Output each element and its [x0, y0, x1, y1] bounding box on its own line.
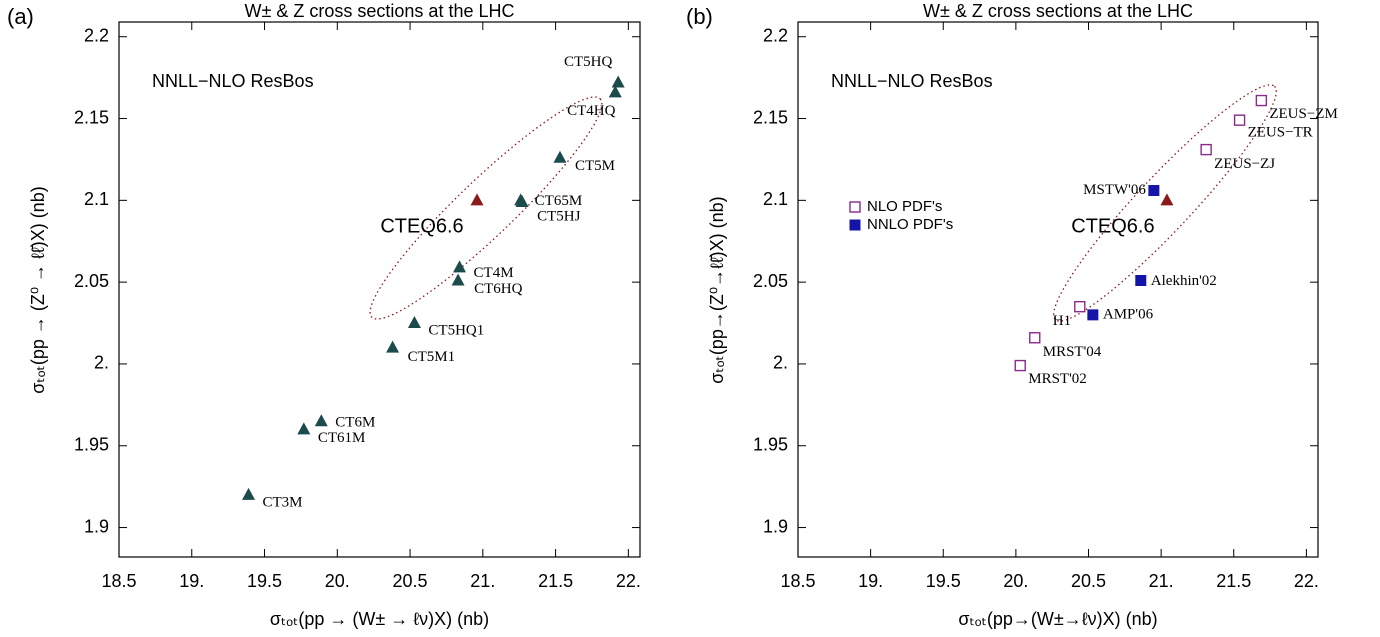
y-tick-label: 2.2 [763, 25, 788, 45]
y-tick-label: 2.05 [753, 271, 788, 291]
x-tick-label: 18.5 [780, 571, 815, 591]
panel-label: (b) [686, 4, 713, 29]
point [314, 414, 328, 427]
x-tick-label: 19. [858, 571, 883, 591]
y-tick-label: 1.9 [763, 516, 788, 536]
x-tick-label: 19. [179, 571, 204, 591]
point-label: MRST'02 [1028, 371, 1087, 387]
y-tick-label: 2.15 [74, 107, 109, 127]
point [453, 260, 467, 273]
point-label: CT4HQ [567, 103, 616, 119]
chart-title: W± & Z cross sections at the LHC [923, 1, 1193, 21]
y-tick-label: 2. [94, 353, 109, 373]
y-tick-label: 1.9 [84, 516, 109, 536]
point-label: CT5HQ [564, 54, 613, 70]
x-tick-label: 21. [470, 571, 495, 591]
x-tick-label: 22. [616, 571, 641, 591]
point [1160, 193, 1174, 206]
panel-label: (a) [7, 4, 34, 29]
point [1148, 185, 1160, 197]
legend-marker [849, 219, 861, 231]
point [608, 85, 622, 98]
point [1087, 309, 1099, 321]
annotation: NNLL−NLO ResBos [152, 71, 314, 91]
point-label: CTEQ6.6 [1071, 216, 1154, 238]
y-tick-label: 2.05 [74, 271, 109, 291]
point-label: ZEUS−ZJ [1214, 156, 1275, 172]
point [1135, 275, 1147, 287]
point-label: H1 [1053, 313, 1071, 329]
point-label: MRST'04 [1043, 344, 1102, 360]
y-tick-label: 2. [773, 353, 788, 373]
x-tick-label: 20.5 [393, 571, 428, 591]
point-label: CT6HQ [474, 281, 522, 297]
point [1014, 359, 1026, 372]
y-tick-label: 2.1 [763, 189, 788, 209]
panel: (b) W± & Z cross sections at the LHC NNLL−… [686, 1, 1338, 629]
y-tick-label: 2.2 [84, 25, 109, 45]
x-tick-label: 20. [1003, 571, 1028, 591]
point [386, 340, 400, 353]
point-label: CT5M [575, 158, 615, 174]
point [1255, 94, 1268, 107]
x-tick-label: 21.5 [538, 571, 573, 591]
x-axis-label: σₜₒₜ(pp → (W± → ℓν)X) (nb) [270, 609, 489, 629]
x-axis-label: σₜₒₜ(pp→(W±→ℓν)X) (nb) [958, 609, 1157, 629]
point-label: CTEQ6.6 [380, 216, 463, 238]
y-axis-label: σₜₒₜ(pp→(Z⁰→ℓℓ̄)X) (nb) [707, 196, 727, 383]
legend-label: NLO PDF's [867, 198, 942, 215]
y-tick-label: 1.95 [753, 434, 788, 454]
point [407, 316, 421, 329]
y-tick-label: 2.1 [84, 189, 109, 209]
x-tick-label: 19.5 [926, 571, 961, 591]
point-label: CT5HQ1 [428, 322, 484, 338]
point-label: CT6M [335, 415, 375, 431]
x-tick-label: 20.5 [1071, 571, 1106, 591]
point-label: CT5M1 [408, 349, 456, 365]
plot-frame [118, 21, 641, 558]
point-label: AMP'06 [1103, 306, 1154, 322]
point [1074, 300, 1086, 313]
chart-title: W± & Z cross sections at the LHC [245, 1, 515, 21]
panel: (a) W± & Z cross sections at the LHC NNLL−… [7, 1, 641, 629]
annotation: NNLL−NLO ResBos [831, 71, 993, 91]
y-axis-label: σₜₒₜ(pp → (Z⁰ → ℓℓ̄)X) (nb) [28, 186, 48, 393]
legend-label: NNLO PDF's [867, 216, 953, 233]
plot-frame [797, 21, 1319, 558]
point-label: CT5HJ [537, 208, 581, 224]
point [470, 193, 484, 206]
point-label: CT3M [263, 494, 303, 510]
y-tick-label: 2.15 [753, 107, 788, 127]
uncertainty-ellipse [369, 96, 603, 320]
point [1233, 114, 1246, 126]
point-label: CT65M [535, 193, 583, 209]
point [611, 75, 625, 88]
point [1029, 332, 1041, 344]
x-tick-label: 21. [1149, 571, 1174, 591]
point-label: CT4M [474, 265, 514, 281]
point-label: CT61M [318, 430, 366, 446]
uncertainty-ellipse [1053, 84, 1277, 322]
x-tick-label: 21.5 [1216, 571, 1251, 591]
x-tick-label: 18.5 [101, 571, 136, 591]
point-label: Alekhin'02 [1151, 273, 1217, 289]
point-label: MSTW'06 [1083, 182, 1146, 198]
x-tick-label: 19.5 [247, 571, 282, 591]
point-label: ZEUS−TR [1248, 125, 1313, 141]
x-tick-label: 20. [325, 571, 350, 591]
point [451, 273, 465, 286]
point-label: ZEUS−ZM [1269, 106, 1337, 122]
x-tick-label: 22. [1294, 571, 1319, 591]
point [1200, 143, 1212, 156]
point [297, 422, 311, 435]
point [242, 487, 256, 500]
point [515, 194, 529, 207]
legend-marker [849, 201, 861, 213]
y-tick-label: 1.95 [74, 434, 109, 454]
point [553, 150, 567, 163]
